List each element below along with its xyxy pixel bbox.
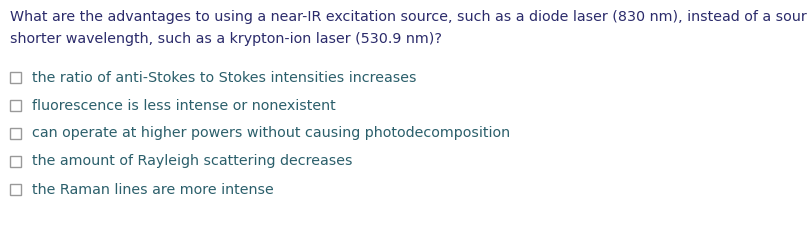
Bar [10,184,21,195]
Bar [10,72,21,83]
Text: shorter wavelength, such as a krypton-ion laser (530.9 nm)?: shorter wavelength, such as a krypton-io… [10,32,442,46]
Bar [10,156,21,167]
Text: What are the advantages to using a near-IR excitation source, such as a diode la: What are the advantages to using a near-… [10,10,807,24]
Text: fluorescence is less intense or nonexistent: fluorescence is less intense or nonexist… [32,98,336,113]
Text: the ratio of anti-Stokes to Stokes intensities increases: the ratio of anti-Stokes to Stokes inten… [32,71,416,85]
Text: the Raman lines are more intense: the Raman lines are more intense [32,183,274,196]
Text: the amount of Rayleigh scattering decreases: the amount of Rayleigh scattering decrea… [32,154,353,168]
Text: can operate at higher powers without causing photodecomposition: can operate at higher powers without cau… [32,126,510,141]
Bar [10,128,21,139]
Bar [10,100,21,111]
